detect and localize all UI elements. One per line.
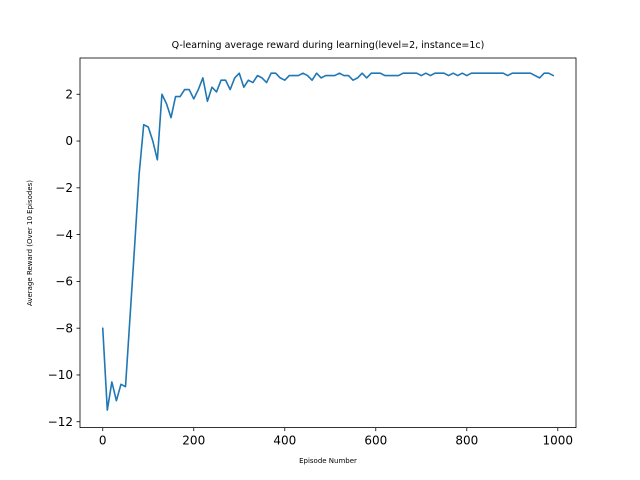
- x-tick-label: 1000: [543, 434, 574, 448]
- y-tick-label: −12: [48, 415, 73, 429]
- x-tick-label: 600: [364, 434, 387, 448]
- y-tick-label: −2: [55, 181, 73, 195]
- series-line: [101, 72, 555, 411]
- x-tick-label: 400: [273, 434, 296, 448]
- y-tick-label: 0: [65, 134, 73, 148]
- y-tick-label: −10: [48, 368, 73, 382]
- x-tick-label: 800: [455, 434, 478, 448]
- x-axis: 0 200 400 600 800 1000: [99, 427, 574, 448]
- y-axis-label: Average Reward (Over 10 Episodes): [26, 180, 34, 306]
- plot-frame: [79, 57, 577, 429]
- x-tick-label: 200: [182, 434, 205, 448]
- x-tick-label: 0: [99, 434, 107, 448]
- y-tick-label: −8: [55, 321, 73, 335]
- chart-title: Q-learning average reward during learnin…: [172, 40, 485, 51]
- y-tick-label: 2: [65, 87, 73, 101]
- y-tick-label: −4: [55, 228, 73, 242]
- x-axis-label: Episode Number: [299, 457, 357, 465]
- series-layer: [101, 72, 555, 411]
- y-tick-label: −6: [55, 275, 73, 289]
- plot-area: 0 200 400 600 800 1000 −12 −10 −8 −6 −4 −2 0 2: [48, 57, 577, 448]
- y-axis: −12 −10 −8 −6 −4 −2 0 2: [48, 87, 80, 429]
